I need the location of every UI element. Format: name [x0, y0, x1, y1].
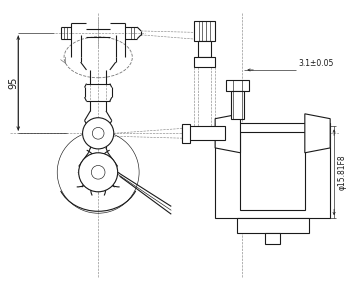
Bar [194, 21, 215, 41]
Bar [215, 123, 330, 218]
Bar [194, 57, 215, 67]
Circle shape [92, 127, 104, 139]
Bar [265, 233, 280, 244]
Circle shape [79, 153, 118, 192]
Text: φ15.81F8: φ15.81F8 [338, 155, 347, 190]
Bar [197, 41, 211, 57]
Bar [182, 126, 225, 140]
Bar [226, 80, 249, 91]
Circle shape [83, 118, 114, 149]
Polygon shape [305, 114, 330, 153]
Bar [215, 123, 330, 218]
Bar [265, 233, 280, 244]
Text: 3.1±0.05: 3.1±0.05 [298, 59, 333, 68]
Bar [231, 91, 244, 119]
Bar [240, 132, 305, 210]
Bar [237, 218, 309, 233]
Text: 95: 95 [8, 77, 18, 89]
Circle shape [91, 166, 105, 179]
Bar [237, 218, 309, 233]
Bar [182, 124, 190, 143]
Polygon shape [215, 114, 240, 153]
